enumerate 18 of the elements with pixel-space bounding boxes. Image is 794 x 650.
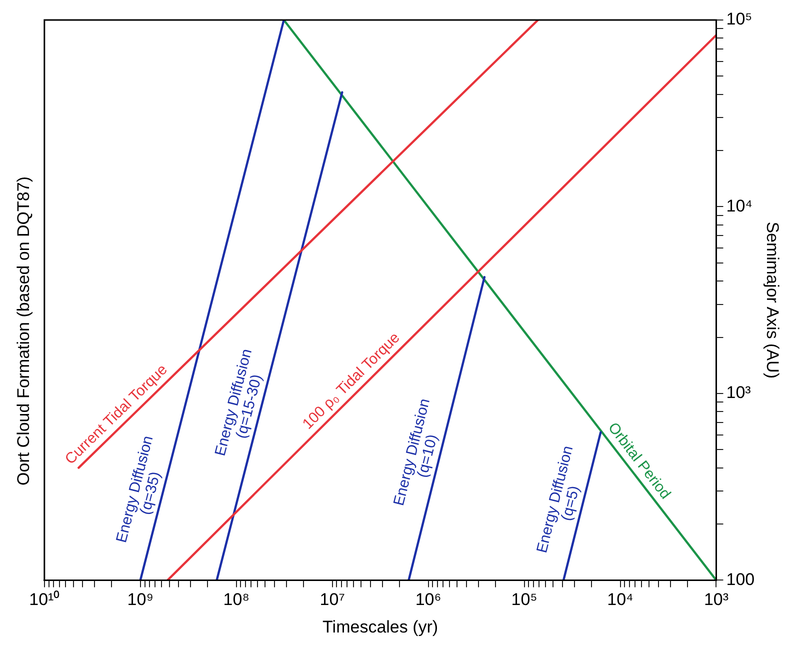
y-tick-label: 10⁴ [726, 196, 752, 216]
x-tick-label: 10⁹ [127, 590, 154, 610]
x-tick-label: 10⁵ [511, 590, 538, 610]
y-tick-label: 10⁵ [726, 10, 752, 29]
x-tick-label: 10³ [704, 590, 729, 610]
text: Energy Diffusion (q=10) [390, 396, 442, 508]
text: Energy Diffusion (q=5) [533, 444, 584, 555]
y-tick-label: 10³ [726, 383, 752, 402]
x-tick-label: 10⁴ [607, 590, 634, 610]
x-axis-title: Timescales (yr) [322, 617, 438, 636]
text: Energy Diffusion (q=35) [113, 434, 164, 544]
text: Oort Cloud Formation (based on DQT87) [14, 176, 33, 486]
x-tick-label: 10¹⁰ [29, 590, 60, 610]
y-tick-label: 100 [726, 570, 755, 589]
x-tick-label: 10⁸ [223, 590, 250, 610]
x-tick-label: 10⁶ [415, 590, 442, 610]
x-tick-label: 10⁷ [320, 590, 345, 610]
y-axis-title: Semimajor Axis (AU) [763, 222, 782, 379]
